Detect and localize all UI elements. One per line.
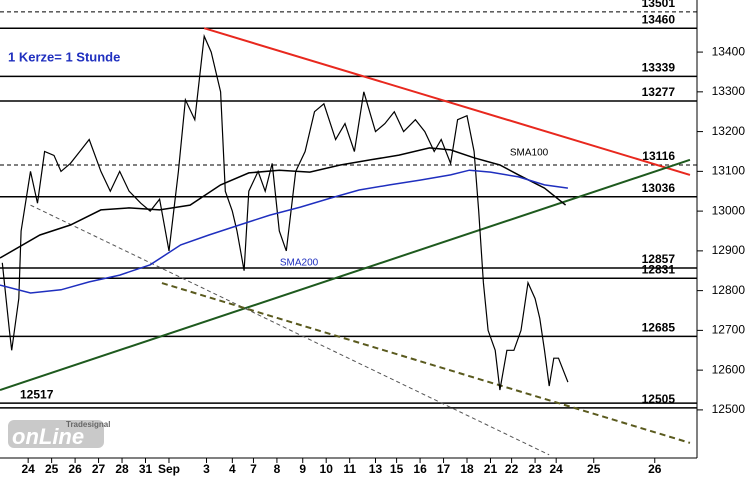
x-tick-label: 13 (369, 462, 383, 476)
x-tick-label: 4 (229, 462, 236, 476)
series-label: SMA100 (510, 148, 549, 159)
x-tick-label: 26 (68, 462, 82, 476)
series-label: SMA200 (280, 258, 319, 269)
x-tick-label: 24 (550, 462, 564, 476)
watermark-box (8, 420, 104, 448)
x-tick-label: 25 (587, 462, 601, 476)
watermark: Tradesignal onLine (8, 420, 110, 449)
price-line (1, 33, 569, 391)
plot-area: 13501 13460 13339 13277 13116 13036 1285712831… (0, 0, 697, 456)
level-label: 13501 (642, 0, 676, 10)
y-tick-label: 13100 (712, 164, 746, 178)
x-tick-label: 22 (505, 462, 519, 476)
level-label: 12857 (642, 252, 676, 266)
y-tick-label: 12900 (712, 243, 746, 257)
level-label: 13277 (642, 85, 676, 99)
level-label: 13036 (642, 181, 676, 195)
trendline (161, 282, 691, 444)
x-tick-label: 21 (484, 462, 498, 476)
x-tick-label: 16 (413, 462, 427, 476)
watermark-name: onLine (12, 424, 84, 449)
x-tick-label: 7 (250, 462, 257, 476)
x-tick-label: 15 (390, 462, 404, 476)
level-label: 12685 (642, 321, 676, 335)
level-label: 12505 (642, 392, 676, 406)
y-tick-label: 13000 (712, 203, 746, 217)
x-tick-label: 11 (343, 462, 356, 476)
level-label: 12517 (20, 387, 54, 401)
x-tick-label: 27 (92, 462, 106, 476)
y-tick-label: 12500 (712, 402, 746, 416)
moving-average (0, 147, 567, 259)
annotation: 1 Kerze= 1 Stunde (8, 49, 120, 64)
x-tick-label: 3 (203, 462, 210, 476)
y-tick-label: 12600 (712, 362, 746, 376)
level-label: 13116 (642, 149, 675, 163)
x-tick-label: 24 (21, 462, 35, 476)
x-tick-label: 28 (115, 462, 129, 476)
x-tick-label: 9 (299, 462, 306, 476)
y-tick-label: 12800 (712, 283, 746, 297)
x-tick-label: 18 (460, 462, 474, 476)
level-label: 13339 (642, 61, 676, 75)
x-tick-label: 26 (648, 462, 662, 476)
trendline (203, 27, 691, 176)
x-tick-label: 8 (274, 462, 281, 476)
x-tick-label: 31 (139, 462, 153, 476)
level-label: 12831 (642, 262, 676, 276)
y-tick-label: 13200 (712, 124, 746, 138)
y-tick-label: 13400 (712, 44, 746, 58)
moving-average (0, 169, 569, 294)
x-tick-label: Sep (158, 462, 180, 476)
x-tick-label: 25 (45, 462, 59, 476)
trendline (0, 158, 691, 391)
watermark-brand: Tradesignal (66, 420, 110, 429)
x-tick-label: 17 (437, 462, 451, 476)
x-tick-label: 10 (320, 462, 334, 476)
x-tick-label: 23 (528, 462, 542, 476)
y-tick-label: 13300 (712, 84, 746, 98)
level-label: 13460 (642, 12, 676, 26)
trendline (30, 204, 550, 456)
y-tick-label: 12700 (712, 323, 746, 337)
